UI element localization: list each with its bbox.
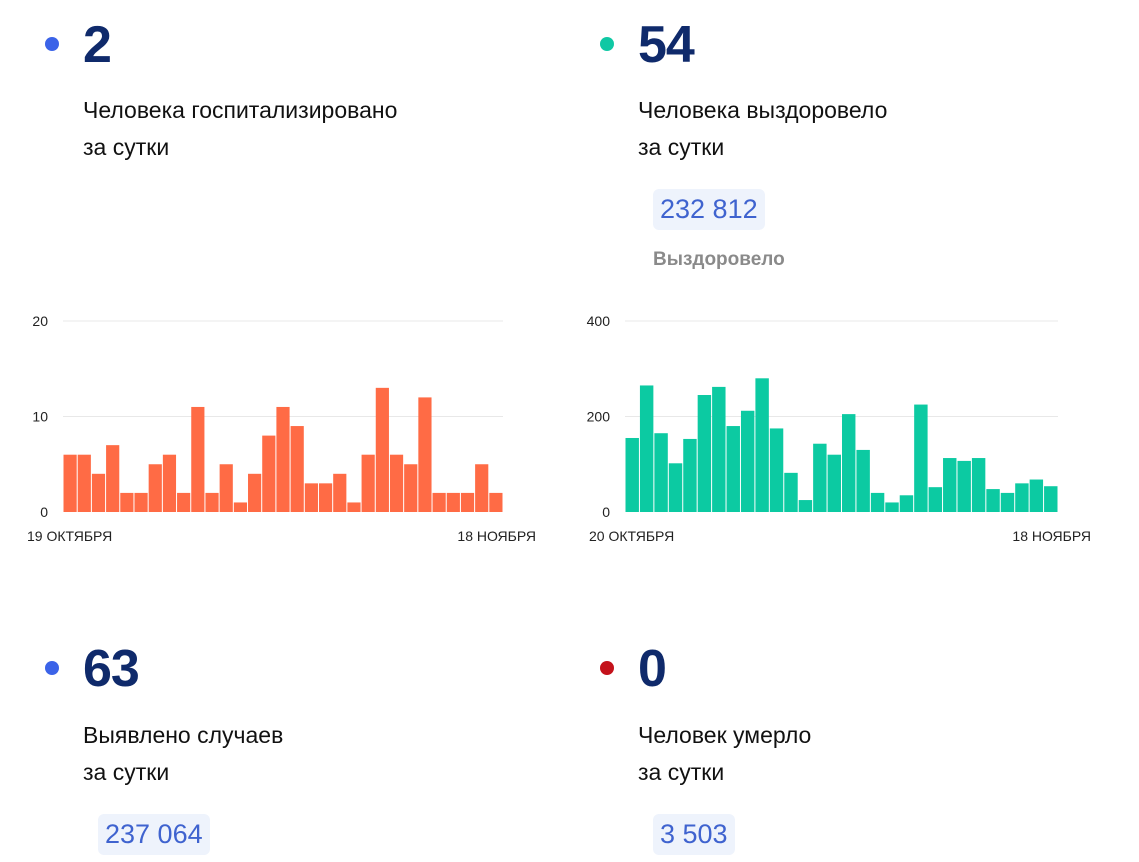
bar (1000, 492, 1015, 512)
bar (389, 454, 404, 512)
bar (784, 472, 798, 512)
bar (683, 438, 697, 512)
bar (928, 487, 943, 512)
bar (769, 428, 784, 512)
bar (91, 473, 106, 512)
blue-dot-icon (45, 661, 59, 675)
bar (639, 385, 654, 512)
bar (885, 502, 899, 512)
bar (668, 463, 683, 512)
bar (63, 454, 77, 512)
y-tick-label: 200 (587, 409, 611, 425)
bar (971, 458, 986, 512)
cases-label-line2: за сутки (83, 759, 170, 785)
bar (177, 492, 191, 512)
bar (813, 443, 827, 512)
bar (1029, 479, 1044, 512)
bar (418, 397, 432, 512)
bar (1044, 486, 1058, 512)
bar (106, 445, 120, 512)
bar (798, 500, 813, 512)
bar (943, 458, 957, 512)
deaths-value: 0 (638, 640, 667, 698)
bar (726, 426, 740, 512)
bar (290, 426, 304, 512)
y-tick-label: 10 (32, 409, 48, 425)
bar (276, 406, 290, 512)
blue-dot-icon (45, 37, 59, 51)
cases-total-badge: 237 064 (98, 814, 210, 855)
bar (460, 492, 475, 512)
bar (205, 492, 219, 512)
y-tick-label: 400 (587, 313, 611, 329)
deaths-label-line2: за сутки (638, 759, 725, 785)
hospitalized-label-line2: за сутки (83, 134, 170, 160)
bar (870, 492, 885, 512)
recovered-value: 54 (638, 16, 695, 74)
bar (219, 464, 233, 512)
x-end-label: 18 НОЯБРЯ (457, 528, 536, 544)
bar (77, 454, 91, 512)
bar (347, 502, 361, 512)
hospitalized-label-line1: Человека госпитализировано (83, 97, 398, 123)
bar (654, 433, 668, 512)
green-dot-icon (600, 37, 614, 51)
x-start-label: 19 ОКТЯБРЯ (27, 528, 112, 544)
bar (432, 492, 446, 512)
bar (986, 489, 1000, 512)
deaths-label-line1: Человек умерло (638, 722, 812, 748)
y-tick-label: 20 (32, 313, 48, 329)
bar (134, 492, 148, 512)
bar (318, 483, 333, 512)
bar (856, 449, 870, 512)
bar (712, 386, 726, 512)
bar (475, 464, 489, 512)
recovered-label-line1: Человека выздоровело (638, 97, 888, 123)
bar (304, 483, 318, 512)
bar (333, 473, 347, 512)
bar (914, 404, 928, 512)
bar (1015, 483, 1029, 512)
bar (697, 395, 712, 512)
bar (740, 410, 755, 512)
bar (625, 437, 639, 512)
recovered-chart: 0 200 400 20 ОКТЯБРЯ 18 НОЯБРЯ (587, 313, 1091, 544)
recovered-label-line2: за сутки (638, 134, 725, 160)
recovered-total-badge: 232 812 (653, 189, 765, 230)
hospitalized-chart: 0 10 20 19 ОКТЯБРЯ 18 НОЯБРЯ (27, 313, 536, 544)
bar (404, 464, 418, 512)
y-tick-label: 0 (602, 504, 610, 520)
bar (120, 492, 134, 512)
cases-label-line1: Выявлено случаев (83, 722, 284, 748)
bar (755, 378, 769, 512)
cases-value: 63 (83, 640, 140, 698)
bar (361, 454, 375, 512)
bar (162, 454, 177, 512)
deaths-total-badge: 3 503 (653, 814, 735, 855)
recovered-total-label: Выздоровело (653, 249, 785, 270)
bar (148, 464, 162, 512)
y-tick-label: 0 (40, 504, 48, 520)
bar (842, 414, 856, 512)
red-dot-icon (600, 661, 614, 675)
bar (262, 435, 276, 512)
bar (248, 473, 262, 512)
bar (827, 454, 841, 512)
x-end-label: 18 НОЯБРЯ (1012, 528, 1091, 544)
bar (446, 492, 460, 512)
bar (489, 492, 503, 512)
bar (191, 406, 205, 512)
bar (375, 387, 389, 512)
bar (899, 495, 914, 512)
bar (233, 502, 248, 512)
hospitalized-value: 2 (83, 16, 112, 74)
bar (957, 460, 971, 512)
x-start-label: 20 ОКТЯБРЯ (589, 528, 674, 544)
